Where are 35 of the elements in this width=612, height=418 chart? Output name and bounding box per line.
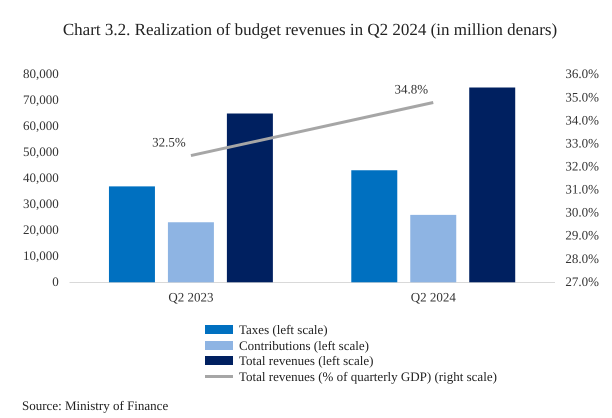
y2-tick-label: 28.0% (565, 250, 600, 266)
y2-tick-label: 33.0% (565, 135, 600, 150)
y-tick-label: 60,000 (23, 118, 59, 134)
bar (226, 113, 273, 282)
y-tick-label: 40,000 (23, 170, 59, 186)
y2-tick-label: 32.0% (565, 158, 600, 174)
legend-label: Total revenues (% of quarterly GDP) (right scale) (239, 368, 497, 384)
data-label: 32.5% (152, 134, 186, 150)
chart-title: Chart 3.2. Realization of budget revenues in Q2 2024 (in million denars) (62, 19, 558, 41)
y2-tick-label: 30.0% (565, 204, 600, 220)
y2-tick-label: 35.0% (565, 89, 600, 104)
y2-tick-label: 31.0% (565, 182, 600, 197)
y-tick-label: 50,000 (23, 144, 59, 160)
x-tick-label: Q2 2024 (410, 290, 456, 305)
x-tick-label: Q2 2023 (168, 290, 214, 305)
bar (351, 170, 398, 282)
legend-label: Taxes (left scale) (239, 322, 328, 338)
y-tick-label: 0 (52, 274, 59, 289)
y2-tick-label: 36.0% (565, 66, 600, 82)
y-tick-label: 70,000 (23, 92, 59, 108)
y2-tick-label: 29.0% (565, 228, 600, 243)
bar (410, 214, 456, 282)
y2-tick-label: 27.0% (565, 274, 600, 289)
bar (108, 186, 155, 282)
source-note: Source: Ministry of Finance (22, 398, 168, 414)
bar (469, 88, 516, 282)
y2-tick-label: 34.0% (565, 112, 600, 128)
y-tick-label: 80,000 (23, 66, 59, 82)
bar (168, 222, 214, 282)
y-tick-label: 30,000 (23, 196, 59, 211)
y-tick-label: 20,000 (23, 222, 59, 237)
data-label: 34.8% (394, 81, 428, 96)
legend-label: Contributions (left scale) (239, 338, 369, 353)
y-tick-label: 10,000 (23, 248, 59, 263)
legend-label: Total revenues (left scale) (239, 353, 374, 368)
